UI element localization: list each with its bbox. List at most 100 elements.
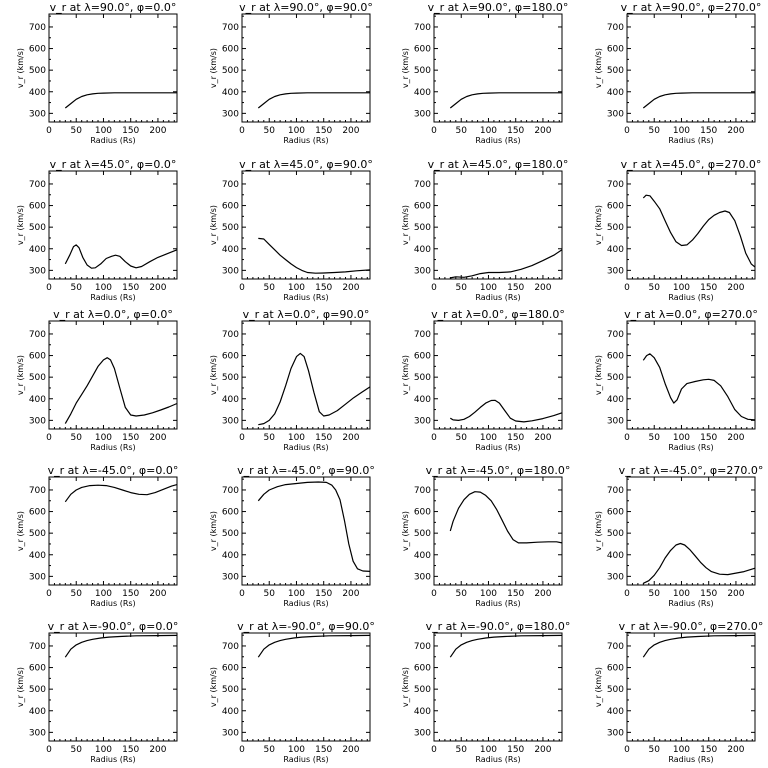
chart-panel: v_r at λ=-90.0°, φ=90.0° 0 50 100 150 200 300 4… [209, 620, 375, 764]
x-tick-label: 200 [534, 745, 551, 755]
y-tick-label: 500 [414, 66, 431, 76]
plot-frame [48, 476, 178, 586]
y-tick-label: 400 [222, 88, 239, 98]
chart-title: v_r at λ=-90.0°, φ=180.0° [426, 620, 571, 633]
y-tick-label: 300 [29, 728, 46, 738]
chart-title: v_r at λ=45.0°, φ=90.0° [239, 158, 373, 171]
chart-title: v_r at λ=0.0°, φ=270.0° [624, 308, 758, 321]
y-tick-label: 500 [222, 223, 239, 233]
x-tick-label: 50 [456, 589, 468, 599]
y-axis-label: v_r (km/s) [209, 511, 218, 551]
chart-title: v_r at λ=90.0°, φ=180.0° [428, 1, 569, 14]
x-tick-label: 0 [46, 283, 52, 293]
chart-title: v_r at λ=-45.0°, φ=0.0° [48, 464, 179, 477]
x-tick-label: 200 [149, 433, 166, 443]
x-tick-label: 200 [534, 433, 551, 443]
y-tick-label: 600 [29, 508, 46, 518]
y-tick-label: 700 [414, 330, 431, 340]
series-line [64, 484, 178, 503]
x-tick-label: 50 [456, 433, 468, 443]
x-axis-label: Radius (Rs) [475, 443, 520, 452]
y-tick-label: 600 [29, 202, 46, 212]
x-tick-label: 100 [288, 745, 305, 755]
y-tick-label: 300 [414, 266, 431, 276]
x-tick-label: 200 [342, 589, 359, 599]
plot-frame [626, 476, 756, 586]
y-tick-label: 700 [222, 642, 239, 652]
y-axis-label: v_r (km/s) [594, 355, 603, 395]
x-tick-label: 150 [315, 433, 332, 443]
x-axis-label: Radius (Rs) [90, 443, 135, 452]
x-tick-label: 200 [727, 283, 744, 293]
x-axis-label: Radius (Rs) [475, 293, 520, 302]
x-tick-label: 0 [46, 126, 52, 136]
series-line [642, 634, 756, 658]
x-tick-label: 50 [71, 745, 83, 755]
chart-panel: v_r at λ=90.0°, φ=90.0° 0 50 100 150 200 300 40… [209, 1, 373, 145]
series-line [642, 92, 755, 109]
chart-panel: v_r at λ=45.0°, φ=270.0° 0 50 100 150 200 300 4… [594, 158, 761, 302]
series-line [64, 634, 178, 658]
series-line [258, 352, 371, 426]
y-axis-label: v_r (km/s) [594, 667, 603, 707]
y-axis-label: v_r (km/s) [16, 48, 25, 88]
chart-title: v_r at λ=0.0°, φ=180.0° [431, 308, 565, 321]
y-tick-label: 700 [222, 486, 239, 496]
y-tick-label: 400 [222, 707, 239, 717]
x-tick-label: 0 [624, 126, 630, 136]
y-tick-label: 500 [414, 223, 431, 233]
x-tick-label: 0 [431, 433, 437, 443]
y-tick-label: 300 [607, 728, 624, 738]
series-line [450, 249, 563, 279]
y-tick-label: 500 [607, 373, 624, 383]
x-tick-label: 0 [624, 745, 630, 755]
chart-panel: v_r at λ=-45.0°, φ=90.0° 0 50 100 150 200 300 4… [209, 464, 375, 608]
y-tick-label: 400 [29, 551, 46, 561]
y-axis-label: v_r (km/s) [594, 48, 603, 88]
y-axis-label: v_r (km/s) [401, 511, 410, 551]
x-tick-label: 50 [649, 589, 661, 599]
y-tick-label: 600 [29, 664, 46, 674]
x-axis-label: Radius (Rs) [668, 443, 713, 452]
x-axis-label: Radius (Rs) [283, 293, 328, 302]
y-tick-label: 400 [414, 88, 431, 98]
chart-title: v_r at λ=-45.0°, φ=270.0° [619, 464, 764, 477]
y-tick-label: 700 [607, 180, 624, 190]
x-tick-label: 100 [480, 589, 497, 599]
y-tick-label: 300 [29, 572, 46, 582]
y-tick-label: 600 [607, 352, 624, 362]
y-tick-label: 700 [29, 642, 46, 652]
y-tick-label: 600 [29, 45, 46, 55]
y-tick-label: 500 [29, 685, 46, 695]
plot-frame [433, 320, 563, 430]
chart-title: v_r at λ=0.0°, φ=90.0° [243, 308, 370, 321]
x-tick-label: 150 [122, 283, 139, 293]
y-tick-label: 300 [414, 572, 431, 582]
y-tick-label: 400 [222, 245, 239, 255]
y-axis-label: v_r (km/s) [401, 205, 410, 245]
x-tick-label: 150 [122, 126, 139, 136]
y-tick-label: 700 [29, 23, 46, 33]
x-axis-label: Radius (Rs) [668, 599, 713, 608]
x-tick-label: 150 [507, 745, 524, 755]
y-tick-label: 500 [222, 685, 239, 695]
plot-frame [241, 632, 371, 742]
plot-frame [433, 13, 563, 123]
y-tick-label: 700 [29, 486, 46, 496]
plot-frame [48, 632, 178, 742]
y-tick-label: 500 [222, 66, 239, 76]
y-tick-label: 300 [607, 266, 624, 276]
plot-frame [241, 476, 371, 586]
x-tick-label: 200 [342, 283, 359, 293]
y-tick-label: 300 [222, 572, 239, 582]
y-axis-label: v_r (km/s) [594, 205, 603, 245]
chart-panel: v_r at λ=90.0°, φ=0.0° 0 50 100 150 200 300 400… [16, 1, 178, 145]
chart-panel: v_r at λ=45.0°, φ=0.0° 0 50 100 150 200 300 400… [16, 158, 178, 302]
plot-frame [48, 320, 178, 430]
y-tick-label: 500 [414, 529, 431, 539]
x-axis-label: Radius (Rs) [90, 136, 135, 145]
x-tick-label: 200 [149, 283, 166, 293]
chart-panel: v_r at λ=90.0°, φ=180.0° 0 50 100 150 200 300 4… [401, 1, 568, 145]
y-tick-label: 700 [414, 642, 431, 652]
